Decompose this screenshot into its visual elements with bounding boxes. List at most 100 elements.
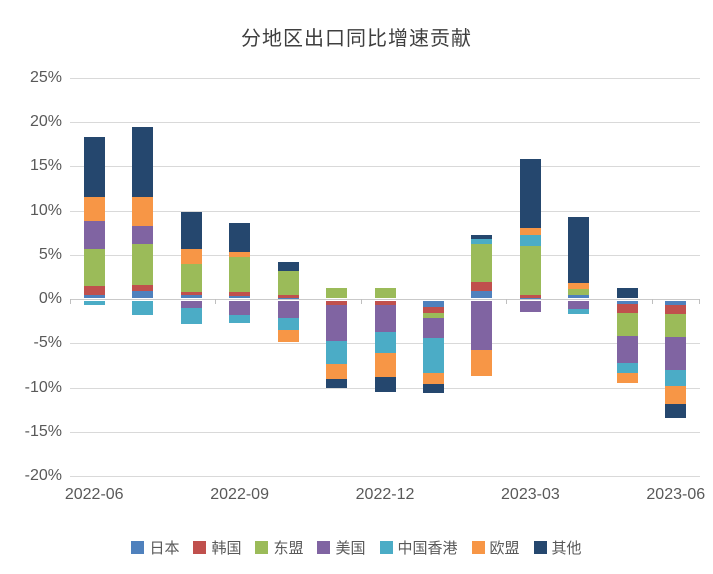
bar-segment-eu <box>519 228 541 235</box>
gridline <box>70 254 700 256</box>
x-axis-tick <box>360 299 362 305</box>
bar-segment-other <box>374 377 396 393</box>
bar-segment-japan <box>616 301 638 305</box>
bar-segment-usa <box>326 305 348 341</box>
bar-segment-korea <box>132 284 154 292</box>
bar-segment-usa <box>277 301 299 318</box>
gridline <box>70 122 700 124</box>
legend-label: 美国 <box>335 540 366 557</box>
bar-segment-usa <box>519 301 541 313</box>
bar-segment-other <box>180 211 202 250</box>
y-axis-label: -10% <box>24 378 62 396</box>
bar-segment-hongkong <box>616 363 638 373</box>
bar-segment-usa <box>180 301 202 308</box>
bar-segment-other <box>83 137 105 198</box>
y-axis-label: 25% <box>29 69 62 86</box>
legend: 日本 韩国 东盟 美国 中国香港 欧盟 其他 <box>0 537 713 558</box>
legend-label: 韩国 <box>211 540 242 557</box>
legend-item-eu: 欧盟 <box>471 537 520 558</box>
bar-segment-korea <box>83 285 105 295</box>
legend-swatch-other <box>533 541 547 554</box>
bar-segment-asean <box>326 288 348 299</box>
bar-segment-eu <box>83 197 105 222</box>
bar-segment-korea <box>374 301 396 306</box>
bar-segment-korea <box>519 294 541 299</box>
x-axis-tick <box>651 299 653 305</box>
legend-label: 中国香港 <box>397 540 458 557</box>
bar-segment-japan <box>568 295 590 299</box>
bar-segment-usa <box>616 335 638 364</box>
bar-segment-usa <box>568 301 590 310</box>
y-axis-label: 20% <box>29 113 62 131</box>
bar-segment-other <box>519 159 541 229</box>
x-axis-tick <box>506 299 508 305</box>
bar-segment-hongkong <box>568 309 590 315</box>
bar-segment-hongkong <box>277 317 299 331</box>
legend-label: 东盟 <box>273 540 304 557</box>
bar-segment-eu <box>277 330 299 343</box>
y-axis-label: 5% <box>38 245 62 263</box>
bar-segment-usa <box>665 337 687 371</box>
bar-segment-other <box>326 379 348 388</box>
bar-segment-hongkong <box>83 301 105 306</box>
bar-segment-korea <box>471 281 493 292</box>
x-axis-label: 2022-06 <box>64 486 124 503</box>
bar-segment-korea <box>326 301 348 306</box>
y-axis-label: -15% <box>24 422 62 440</box>
bar-segment-other <box>422 384 444 394</box>
legend-swatch-eu <box>471 541 485 554</box>
bar-segment-japan <box>229 295 251 299</box>
bar-segment-eu <box>132 196 154 226</box>
legend-item-other: 其他 <box>533 537 582 558</box>
x-axis-tick <box>699 299 700 305</box>
bar-segment-eu <box>471 349 493 376</box>
legend-swatch-korea <box>193 541 207 554</box>
bar-segment-asean <box>83 248 105 286</box>
bar-segment-japan <box>83 294 105 299</box>
x-axis-tick <box>215 299 217 305</box>
legend-item-korea: 韩国 <box>193 537 241 558</box>
bar-segment-hongkong <box>422 338 444 374</box>
bar-segment-usa <box>422 318 444 339</box>
bar-segment-hongkong <box>665 370 687 387</box>
bar-segment-eu <box>422 373 444 385</box>
legend-label: 其他 <box>551 540 582 557</box>
bar-segment-other <box>229 223 251 252</box>
y-axis-label: 0% <box>38 290 62 308</box>
legend-item-usa: 美国 <box>317 537 366 558</box>
legend-item-asean: 东盟 <box>255 537 303 558</box>
x-axis-label: 2023-03 <box>501 486 560 503</box>
bar-segment-japan <box>422 301 444 308</box>
bar-segment-asean <box>277 271 299 296</box>
bar-segment-eu <box>665 386 687 404</box>
bar-segment-hongkong <box>180 307 202 324</box>
bar-segment-hongkong <box>132 301 154 316</box>
legend-label: 日本 <box>149 540 180 557</box>
bar-segment-eu <box>616 372 638 383</box>
legend-swatch-hongkong <box>379 541 393 554</box>
bar-segment-other <box>132 126 154 197</box>
bar-segment-hongkong <box>374 331 396 353</box>
bar-segment-other <box>471 234 493 240</box>
x-axis-label: 2023-06 <box>646 486 706 503</box>
legend-label: 欧盟 <box>489 540 520 557</box>
bar-segment-korea <box>277 295 299 299</box>
gridline <box>70 476 700 477</box>
legend-item-hongkong: 中国香港 <box>379 537 458 558</box>
bar-segment-other <box>665 403 687 419</box>
gridline <box>70 166 700 168</box>
bar-segment-eu <box>180 249 202 265</box>
bar-segment-hongkong <box>519 234 541 247</box>
bar-segment-asean <box>568 288 590 296</box>
gridline <box>70 431 700 433</box>
bar-segment-hongkong <box>229 315 251 323</box>
bar-segment-usa <box>374 305 396 332</box>
bar-segment-japan <box>519 298 541 300</box>
bar-segment-korea <box>422 307 444 313</box>
bar-segment-asean <box>229 257 251 293</box>
bar-segment-asean <box>471 244 493 282</box>
legend-item-japan: 日本 <box>131 537 179 558</box>
legend-swatch-japan <box>131 541 145 554</box>
legend-swatch-usa <box>317 541 331 554</box>
